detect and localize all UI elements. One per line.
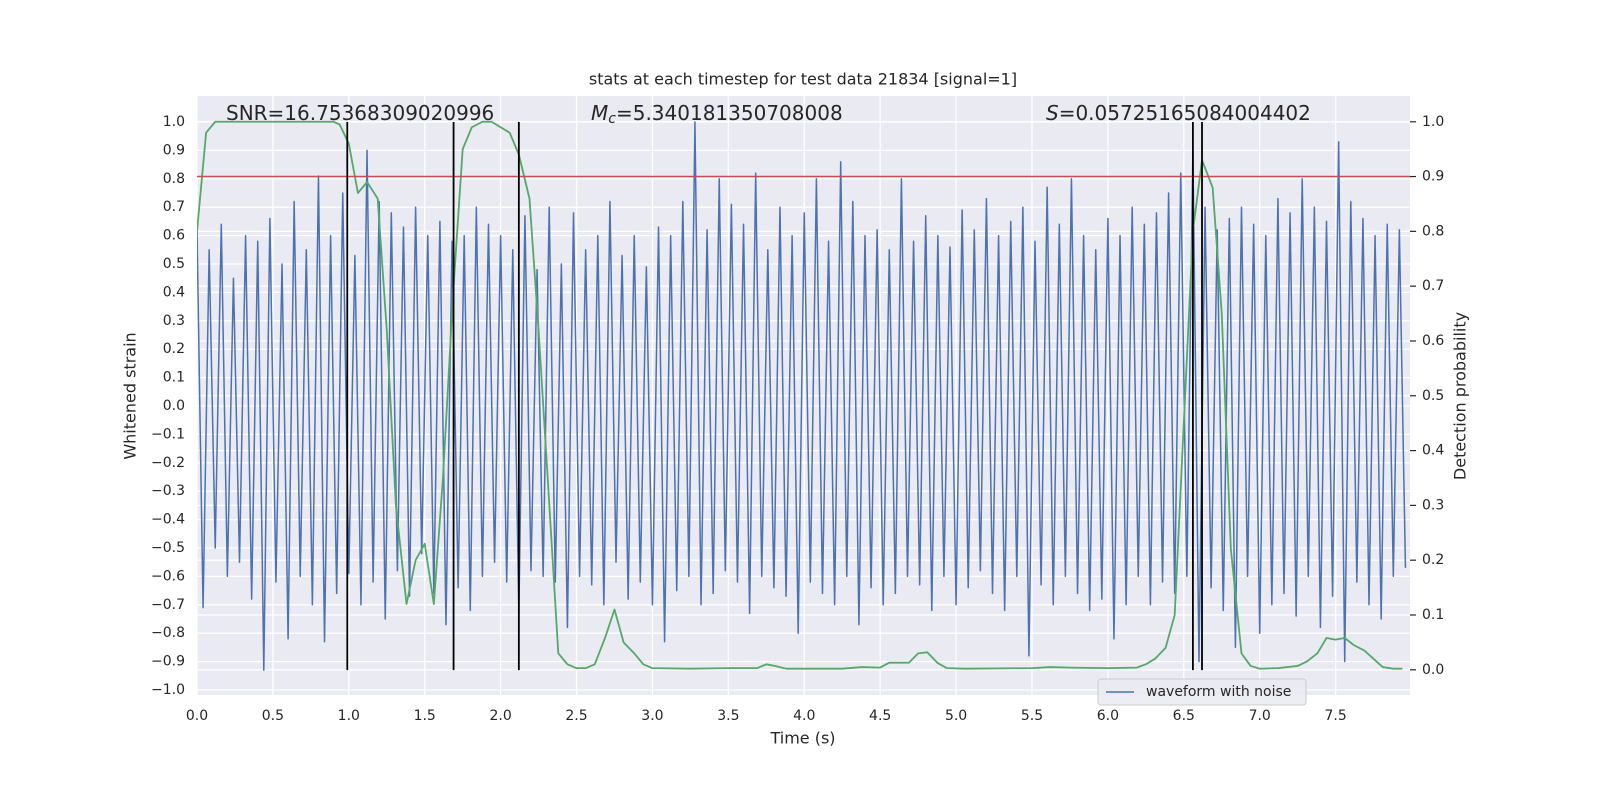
y2-tick-label: 0.2 <box>1422 552 1444 568</box>
x-tick-label: 4.0 <box>793 708 815 724</box>
y-tick-label: −0.7 <box>151 597 185 613</box>
x-tick-label: 7.0 <box>1249 708 1271 724</box>
y-tick-label: −0.4 <box>151 512 185 528</box>
y-tick-label: 0.3 <box>163 313 185 329</box>
annotation-text: =5.340181350708008 <box>616 101 843 125</box>
y2-axis-label: Detection probability <box>1451 312 1470 480</box>
y-tick-label: 0.9 <box>163 142 185 158</box>
y2-tick-label: 0.9 <box>1422 169 1444 185</box>
y2-tick-label: 0.1 <box>1422 607 1444 623</box>
annotation: Mc=5.340181350708008 <box>591 101 843 128</box>
annotation-symbol: M <box>591 101 608 125</box>
x-tick-label: 0.0 <box>186 708 208 724</box>
series-line <box>197 121 1407 671</box>
y-tick-label: −0.8 <box>151 625 185 641</box>
y-tick-label: −0.1 <box>151 426 185 442</box>
labels: 0.0 0.5 1.0 1.5 2.0 2.5 3.0 3.5 4.0 4.5 5.0 5.5 6.0 6… <box>151 101 1444 725</box>
annotation-text: =0.05725165084004402 <box>1059 101 1311 125</box>
x-tick-label: 1.5 <box>414 708 436 724</box>
marks <box>197 120 1410 671</box>
y-tick-label: −0.6 <box>151 568 185 584</box>
annotation-subscript: c <box>608 111 616 127</box>
annotation-symbol: S <box>1046 101 1059 125</box>
y-tick-label: −1.0 <box>151 682 185 698</box>
y-tick-label: 0.1 <box>163 370 185 386</box>
x-tick-label: 7.5 <box>1324 708 1346 724</box>
y2-tick-label: 1.0 <box>1422 114 1444 130</box>
annotation: S=0.05725165084004402 <box>1046 101 1311 125</box>
y-axis-label: Whitened strain <box>121 332 140 459</box>
x-tick-label: 4.5 <box>869 708 891 724</box>
y-tick-label: 0.5 <box>163 256 185 272</box>
x-tick-label: 6.5 <box>1173 708 1195 724</box>
x-tick-label: 3.5 <box>717 708 739 724</box>
x-axis-label: Time (s) <box>769 729 835 748</box>
y-tick-label: −0.2 <box>151 455 185 471</box>
y-tick-label: −0.9 <box>151 654 185 670</box>
y2-tick-label: 0.3 <box>1422 497 1444 513</box>
legend-label: waveform with noise <box>1146 684 1291 700</box>
y-tick-label: 0.4 <box>163 284 185 300</box>
x-tick-label: 5.5 <box>1021 708 1043 724</box>
y2-tick-label: 0.0 <box>1422 662 1444 678</box>
y-tick-label: −0.3 <box>151 483 185 499</box>
y2-tick-label: 0.5 <box>1422 388 1444 404</box>
x-tick-label: 2.0 <box>489 708 511 724</box>
y2-tick-label: 0.6 <box>1422 333 1444 349</box>
series-line <box>197 120 1403 670</box>
y-tick-label: 0.0 <box>163 398 185 414</box>
y-tick-label: 1.0 <box>163 114 185 130</box>
annotation: SNR=16.75368309020996 <box>226 101 494 125</box>
y-tick-label: 0.8 <box>163 171 185 187</box>
x-tick-label: 1.0 <box>338 708 360 724</box>
y2-tick-label: 0.8 <box>1422 223 1444 239</box>
x-tick-label: 2.5 <box>565 708 587 724</box>
y-tick-label: 0.6 <box>163 228 185 244</box>
y2-tick-label: 0.7 <box>1422 278 1444 294</box>
x-tick-label: 3.0 <box>641 708 663 724</box>
x-tick-label: 5.0 <box>945 708 967 724</box>
annotation-text: SNR=16.75368309020996 <box>226 101 494 125</box>
y-tick-label: 0.7 <box>163 199 185 215</box>
y-tick-label: −0.5 <box>151 540 185 556</box>
y2-tick-label: 0.4 <box>1422 443 1444 459</box>
chart-title: stats at each timestep for test data 218… <box>589 70 1017 89</box>
x-tick-label: 0.5 <box>262 708 284 724</box>
y-tick-label: 0.2 <box>163 341 185 357</box>
x-tick-label: 6.0 <box>1097 708 1119 724</box>
legend-box <box>1097 678 1307 706</box>
